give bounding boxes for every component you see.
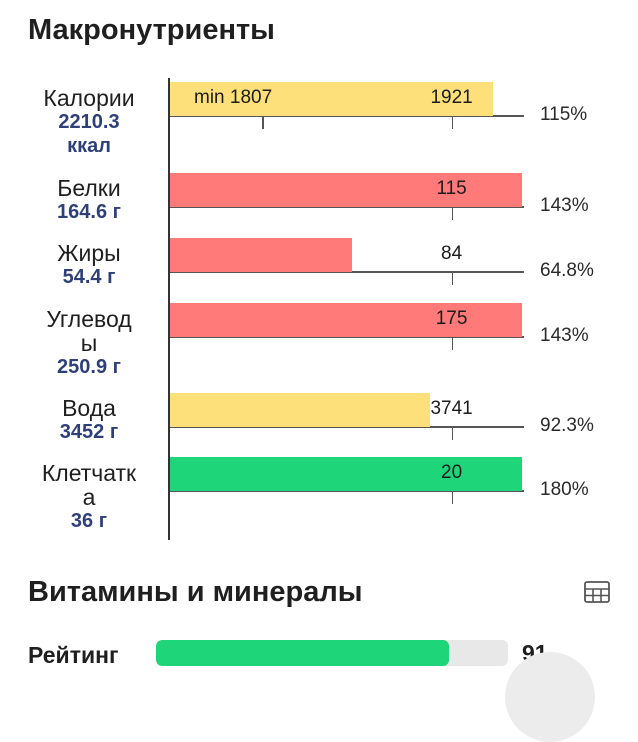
target-tick — [451, 115, 454, 129]
nutrient-name: Жиры — [57, 240, 121, 266]
rating-bar — [156, 640, 508, 666]
nutrient-amount: 3452 г — [59, 421, 119, 443]
nutrient-label: Жиры 54.4 г — [14, 241, 164, 289]
vitamins-title: Витамины и минералы — [28, 576, 363, 608]
rating-bar-fill — [156, 640, 450, 666]
nutrient-name: Углевод — [46, 306, 132, 332]
chart-axis — [168, 78, 170, 540]
bar-target-label: 1921 — [430, 87, 473, 108]
nutrient-bar — [170, 82, 494, 116]
bar-target-label: 175 — [435, 308, 468, 329]
target-tick — [262, 115, 264, 129]
target-tick — [451, 336, 454, 350]
nutrient-amount: 54.4 г — [62, 266, 116, 288]
bar-target-label: 84 — [441, 243, 463, 264]
nutrient-label: Углевод ы 250.9 г — [14, 307, 164, 379]
target-tick — [451, 490, 454, 504]
nutrient-name: Вода — [62, 395, 116, 421]
bar-target-label: 20 — [441, 462, 463, 483]
floating-button[interactable] — [505, 652, 595, 742]
nutrient-name: Белки — [57, 175, 121, 201]
target-tick — [451, 206, 454, 220]
bar-target-label: 3741 — [430, 398, 473, 419]
nutrient-percent: 92.3% — [540, 415, 594, 436]
nutrient-label: Белки 164.6 г — [14, 176, 164, 224]
nutrient-bar — [170, 303, 522, 337]
nutrient-amount: 164.6 г — [57, 201, 121, 223]
bar-target-label: min 1807 — [194, 87, 273, 108]
target-tick — [451, 426, 454, 440]
rating-label: Рейтинг — [28, 642, 119, 668]
nutrient-amount: 36 г — [70, 510, 108, 532]
bar-target-label: 115 — [436, 178, 467, 199]
nutrient-name: а — [82, 484, 96, 510]
nutrient-bar — [170, 393, 430, 427]
macronutrients-title: Макронутриенты — [28, 14, 275, 46]
nutrient-name: Клетчатк — [41, 460, 137, 486]
nutrient-percent: 64.8% — [540, 260, 594, 281]
nutrient-label: Клетчатк а 36 г — [14, 461, 164, 533]
nutrient-bar — [170, 173, 522, 207]
nutrient-label: Вода 3452 г — [14, 396, 164, 444]
nutrient-name: Калории — [43, 85, 135, 111]
nutrient-amount: 250.9 г — [57, 356, 121, 378]
table-grid-icon[interactable] — [584, 581, 610, 603]
nutrient-name: ы — [80, 330, 98, 356]
nutrient-amount: 2210.3 — [58, 111, 120, 133]
nutrient-percent: 143% — [540, 325, 589, 346]
nutrient-percent: 143% — [540, 195, 589, 216]
nutrient-bar — [170, 457, 522, 491]
nutrient-label: Калории 2210.3 ккал — [14, 86, 164, 158]
nutrient-bar — [170, 238, 353, 272]
nutrient-percent: 115% — [540, 104, 588, 125]
nutrient-amount: ккал — [67, 135, 111, 157]
target-tick — [451, 271, 454, 285]
nutrient-percent: 180% — [540, 479, 589, 500]
